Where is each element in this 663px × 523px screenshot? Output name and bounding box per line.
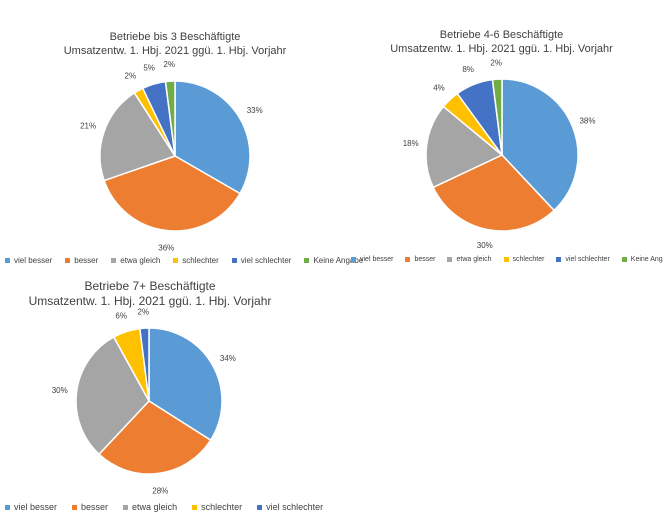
legend-label: viel besser: [14, 502, 58, 512]
pie-slice-besser: [432, 154, 556, 232]
legend-swatch: [257, 504, 263, 510]
legend-label: viel schlechter: [240, 256, 292, 265]
data-label-viel-schlechter: 8%: [462, 65, 474, 74]
legend-swatch: [351, 257, 356, 262]
pie-svg-1: 33% 36% 21% 2% 5% 2%: [80, 60, 263, 252]
legend-item-schlechter: schlechter: [173, 256, 219, 265]
pie-svg-2: 38% 30% 18% 4% 8% 2%: [403, 59, 596, 250]
data-label-viel-schlechter: 5%: [143, 64, 155, 73]
legend-label: etwa gleich: [456, 256, 492, 263]
legend-swatch: [447, 257, 453, 262]
legend-label: besser: [74, 256, 99, 265]
pie-slice-viel-besser: [501, 78, 579, 212]
pie-slice-keine-angabe: [164, 80, 176, 157]
pie-slice-etwa-gleich: [75, 336, 150, 456]
legend-item-schlechter: schlechter: [192, 502, 242, 512]
data-label-besser: 30%: [477, 241, 493, 250]
legend-swatch: [503, 257, 509, 262]
data-label-keine-angabe: 2%: [490, 59, 502, 68]
data-label-schlechter: 2%: [125, 71, 137, 80]
legend-label: etwa gleich: [132, 502, 178, 512]
legend-item-viel-schlechter: viel schlechter: [257, 502, 323, 512]
data-label-besser: 28%: [152, 486, 168, 495]
pie-slice-keine-angabe: [491, 78, 503, 156]
legend-label: schlechter: [201, 502, 243, 512]
legend-label: viel schlechter: [565, 256, 610, 263]
pie-chart-1: Betriebe bis 3 Beschäftigte Umsatzentw. …: [0, 0, 363, 270]
pie-svg-3: 34% 28% 30% 6% 2%: [52, 307, 236, 495]
legend-item-etwa-gleich: etwa gleich: [111, 256, 160, 265]
legend-item-viel-besser: viel besser: [351, 256, 393, 263]
legend-swatch: [556, 257, 562, 262]
legend-item-keine-angabe: Keine Angabe: [304, 256, 363, 265]
legend-swatch: [5, 504, 10, 510]
data-label-besser: 36%: [158, 243, 174, 252]
legend-label: etwa gleich: [120, 256, 161, 265]
legend-swatch: [111, 258, 117, 263]
chart-legend: viel besser besser etwa gleich schlechter vi…: [5, 502, 323, 512]
legend-swatch: [72, 504, 78, 510]
legend-label: Keine Angabe: [313, 256, 364, 265]
legend-item-viel-besser: viel besser: [5, 502, 57, 512]
legend-swatch: [621, 257, 627, 262]
legend-item-besser: besser: [405, 256, 435, 263]
legend-item-keine-angabe: Keine Angabe: [621, 256, 663, 263]
legend-swatch: [173, 258, 179, 263]
chart-subtitle: Umsatzentw. 1. Hbj. 2021 ggü. 1. Hbj. Vo…: [390, 43, 613, 55]
pie-slice-besser: [97, 400, 212, 475]
legend-item-besser: besser: [65, 256, 98, 265]
chart-subtitle: Umsatzentw. 1. Hbj. 2021 ggü. 1. Hbj. Vo…: [28, 294, 272, 308]
legend-item-etwa-gleich: etwa gleich: [447, 256, 492, 263]
chart-title: Betriebe bis 3 Beschäftigte: [109, 31, 241, 43]
legend-item-viel-schlechter: viel schlechter: [556, 256, 610, 263]
legend-label: schlechter: [182, 256, 219, 265]
data-label-keine-angabe: 2%: [163, 60, 175, 69]
chart-title: Betriebe 4-6 Beschäftigte: [439, 29, 564, 41]
pie-slice-viel-besser: [174, 80, 251, 195]
pie-slice-besser: [103, 155, 241, 232]
legend-item-viel-besser: viel besser: [5, 256, 52, 265]
legend-label: Keine Angabe: [630, 256, 663, 263]
pie-chart-3: Betriebe 7+ Beschäftigte Umsatzentw. 1. …: [0, 270, 350, 523]
pie-slice-viel-schlechter: [139, 327, 150, 402]
legend-swatch: [123, 504, 129, 510]
legend-label: viel besser: [360, 256, 394, 263]
legend-label: schlechter: [512, 256, 545, 263]
pie-slice-etwa-gleich: [99, 91, 177, 182]
data-label-schlechter: 6%: [115, 312, 127, 321]
legend-label: viel besser: [14, 256, 53, 265]
legend-swatch: [5, 258, 10, 263]
legend-item-viel-schlechter: viel schlechter: [231, 256, 292, 265]
data-label-viel-schlechter: 2%: [138, 307, 150, 316]
pie-chart-2: Betriebe 4-6 Beschäftigte Umsatzentw. 1.…: [350, 0, 663, 270]
legend-swatch: [192, 504, 198, 510]
chart-legend: viel besser besser etwa gleich schlechter vi…: [351, 256, 663, 263]
legend-item-etwa-gleich: etwa gleich: [123, 502, 177, 512]
legend-swatch: [65, 258, 71, 263]
legend-swatch: [231, 258, 237, 263]
data-label-etwa-gleich: 21%: [80, 122, 96, 131]
chart-legend: viel besser besser etwa gleich schlechter vi…: [5, 256, 363, 265]
legend-swatch: [405, 257, 411, 262]
data-label-etwa-gleich: 18%: [403, 139, 419, 148]
data-label-viel-besser: 33%: [247, 106, 263, 115]
legend-label: viel schlechter: [266, 502, 324, 512]
data-label-schlechter: 4%: [433, 83, 445, 92]
data-label-viel-besser: 38%: [579, 117, 595, 126]
legend-label: besser: [81, 502, 109, 512]
pie-slice-etwa-gleich: [425, 105, 504, 189]
data-label-etwa-gleich: 30%: [52, 386, 68, 395]
chart-title: Betriebe 7+ Beschäftigte: [84, 279, 216, 293]
legend-item-schlechter: schlechter: [503, 256, 545, 263]
legend-label: besser: [414, 256, 436, 263]
legend-swatch: [304, 258, 310, 263]
chart-subtitle: Umsatzentw. 1. Hbj. 2021 ggü. 1. Hbj. Vo…: [63, 45, 287, 57]
legend-item-besser: besser: [72, 502, 108, 512]
data-label-viel-besser: 34%: [220, 354, 236, 363]
